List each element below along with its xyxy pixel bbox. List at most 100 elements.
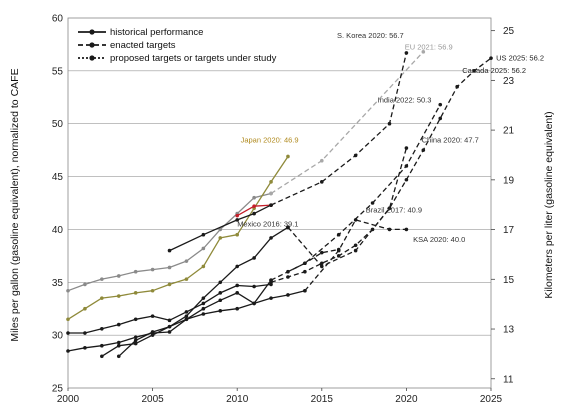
data-point xyxy=(269,236,273,240)
annotation-label: Japan 2020: 46.9 xyxy=(241,136,299,145)
data-point xyxy=(252,211,256,216)
annotation-label: India 2022: 50.3 xyxy=(378,96,432,105)
data-point xyxy=(133,341,138,346)
data-point xyxy=(83,346,87,350)
data-point xyxy=(167,265,172,270)
data-point xyxy=(150,331,155,335)
data-point xyxy=(438,102,443,107)
data-point xyxy=(353,218,358,222)
data-point xyxy=(83,331,87,335)
annotation-label: EU 2021: 56.9 xyxy=(405,43,453,52)
x-tick-label: 2005 xyxy=(141,394,164,405)
data-point xyxy=(201,246,206,251)
data-point xyxy=(66,288,70,293)
plot-area-frame xyxy=(67,17,492,389)
series-line-9 xyxy=(270,52,408,206)
data-point xyxy=(201,301,206,306)
data-point xyxy=(269,296,273,300)
y-tick-label: 55 xyxy=(52,66,64,77)
data-point xyxy=(116,343,121,348)
data-point xyxy=(150,314,155,318)
data-point xyxy=(252,284,256,289)
y-tick-label: 50 xyxy=(52,119,64,130)
data-point xyxy=(235,232,239,237)
data-point xyxy=(421,50,426,54)
data-point xyxy=(353,248,358,253)
data-point xyxy=(100,277,104,281)
x-tick-label: 2000 xyxy=(57,394,80,405)
data-point xyxy=(286,269,290,274)
series-lines xyxy=(66,50,493,359)
data-point xyxy=(269,191,273,196)
legend-label-historical: historical performance xyxy=(110,27,203,38)
data-point xyxy=(100,327,104,331)
data-point xyxy=(370,201,375,205)
data-point xyxy=(303,261,307,266)
data-point xyxy=(116,354,121,359)
y2-tick-label: 13 xyxy=(503,325,515,336)
data-point xyxy=(336,247,341,252)
data-point xyxy=(116,294,121,298)
data-point xyxy=(320,180,324,184)
data-point xyxy=(252,256,256,260)
data-point xyxy=(218,291,223,295)
data-point xyxy=(320,261,324,266)
gridlines xyxy=(68,70,491,336)
y2-tick-label: 11 xyxy=(503,374,514,385)
data-point xyxy=(66,349,70,353)
annotation-label: Brazil 2017: 40.9 xyxy=(366,206,422,215)
data-point xyxy=(286,275,290,279)
y2-tick-label: 21 xyxy=(503,126,515,137)
data-point xyxy=(286,154,290,159)
legend-marker-proposed xyxy=(89,55,95,61)
data-point xyxy=(404,146,409,150)
data-point xyxy=(201,312,206,316)
data-point xyxy=(404,164,409,168)
series-line-0 xyxy=(67,192,272,292)
data-point xyxy=(167,282,172,287)
data-point xyxy=(150,267,155,272)
annotation-label: China 2020: 47.7 xyxy=(422,136,479,145)
data-point xyxy=(472,69,476,73)
data-point xyxy=(218,298,223,303)
data-point xyxy=(184,314,189,318)
y-tick-label: 35 xyxy=(52,278,64,289)
y2-tick-label: 23 xyxy=(503,76,515,87)
data-point xyxy=(116,322,121,327)
series-line-13 xyxy=(287,248,339,273)
data-point xyxy=(303,288,307,293)
data-point xyxy=(133,291,138,295)
y-tick-label: 60 xyxy=(52,14,64,25)
series-annotations: Japan 2020: 46.9 S. Korea 2020: 56.7EU 20… xyxy=(237,31,544,244)
data-point xyxy=(235,283,239,288)
data-point xyxy=(235,213,239,218)
data-point xyxy=(133,338,138,343)
data-point xyxy=(201,306,206,311)
annotation-label: Canada 2025: 56.2 xyxy=(462,66,526,75)
data-point xyxy=(404,227,409,232)
x-axis-ticks: 2000 2005 2010 2015 2020 2025 xyxy=(57,388,503,405)
annotation-label: S. Korea 2020: 56.7 xyxy=(337,31,404,40)
data-point xyxy=(184,259,189,263)
annotation-label: KSA 2020: 40.0 xyxy=(413,235,465,244)
data-point xyxy=(201,232,206,237)
data-point xyxy=(489,56,493,60)
data-point xyxy=(66,331,70,335)
data-point xyxy=(455,84,459,89)
data-point xyxy=(100,296,104,300)
data-point xyxy=(83,282,87,287)
data-point xyxy=(387,121,392,126)
data-point xyxy=(269,180,273,184)
legend-marker-historical xyxy=(89,29,95,35)
series-line-12 xyxy=(304,219,407,292)
data-point xyxy=(167,324,172,329)
data-point xyxy=(252,204,256,208)
x-tick-label: 2015 xyxy=(311,394,334,405)
data-point xyxy=(269,203,273,207)
data-point xyxy=(184,310,189,314)
data-point xyxy=(100,343,104,348)
data-point xyxy=(100,354,104,359)
y2-axis-label: Kilometers per liter (gasoline equivalen… xyxy=(543,111,555,298)
y-tick-label: 25 xyxy=(52,384,64,395)
data-point xyxy=(320,250,324,255)
